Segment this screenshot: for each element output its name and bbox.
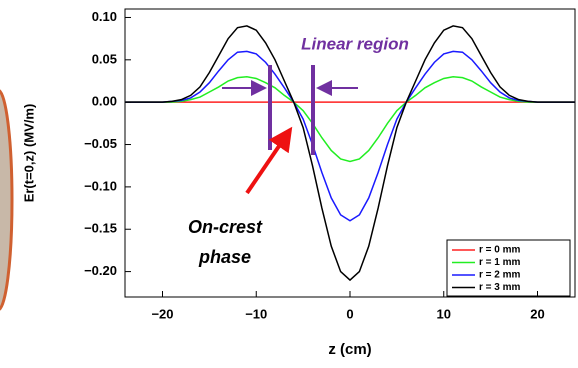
y-axis-label: Er(t=0,z) (MV/m) xyxy=(21,104,36,203)
chart: Er(t=0,z) (MV/m) z (cm) Linear region On… xyxy=(0,0,578,363)
y-tick-label: −0.20 xyxy=(84,263,117,278)
y-tick-label: 0.05 xyxy=(92,51,117,66)
y-tick-label: −0.05 xyxy=(84,136,117,151)
x-axis-label: z (cm) xyxy=(328,341,371,358)
x-tick-label: 0 xyxy=(346,306,353,321)
legend-label: r = 3 mm xyxy=(479,282,521,293)
y-tick-label: −0.10 xyxy=(84,178,117,193)
side-image xyxy=(0,90,12,310)
annotation: phase xyxy=(198,247,251,267)
y-tick-label: −0.15 xyxy=(84,221,117,236)
y-tick-label: 0.10 xyxy=(92,9,117,24)
x-tick-label: −10 xyxy=(245,306,267,321)
legend-label: r = 2 mm xyxy=(479,270,521,281)
x-tick-label: 20 xyxy=(530,306,544,321)
x-tick-label: −20 xyxy=(151,306,173,321)
annotation: On-crest xyxy=(188,217,263,237)
page: Er(t=0,z) (MV/m) z (cm) Linear region On… xyxy=(0,0,578,363)
annotation: Linear region xyxy=(301,34,409,53)
x-tick-label: 10 xyxy=(437,306,451,321)
legend-label: r = 1 mm xyxy=(479,257,521,268)
y-tick-label: 0.00 xyxy=(92,94,117,109)
legend-label: r = 0 mm xyxy=(479,245,521,256)
series-line xyxy=(125,77,575,162)
series-line xyxy=(125,51,575,220)
